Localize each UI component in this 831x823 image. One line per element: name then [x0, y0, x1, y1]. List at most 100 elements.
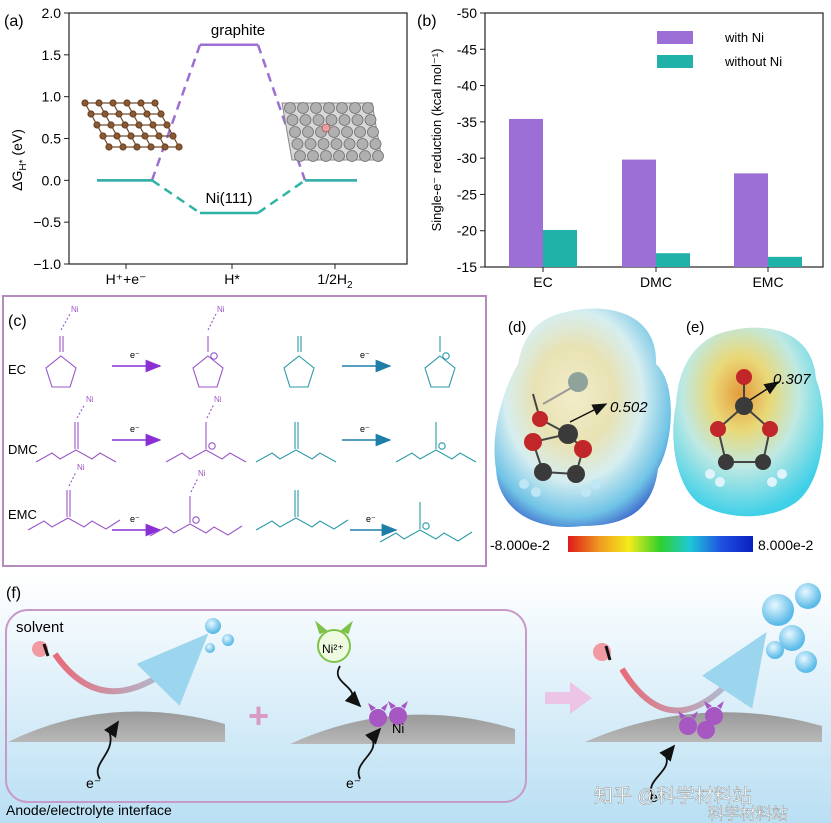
electron-arrow-1 — [96, 720, 119, 780]
molecule-e-icon — [705, 369, 787, 487]
panel-c-frame — [2, 295, 487, 567]
value-e: 0.307 — [773, 371, 811, 388]
panel-b-label: (b) — [417, 13, 437, 30]
panel-f-label: (f) — [6, 585, 21, 602]
electron-label-2: e⁻ — [346, 775, 361, 791]
molecule-d-icon — [519, 372, 601, 497]
panel-c-scheme: (c) EC DMC EMC Ni e⁻ Ni e⁻ Ni e⁻ — [2, 295, 487, 567]
ni-ion-devil-icon — [314, 620, 354, 663]
panel-b-xticks: EC DMC EMC — [533, 267, 784, 290]
panel-b-bars — [509, 118, 802, 267]
colorbar-min: -8.000e-2 — [490, 537, 550, 553]
ni-devil-pair-icon — [368, 701, 408, 727]
panel-b-chart: (b) -50 -45 -40 -35 -30 -25 -20 -15 EC DMC EMC Si… — [417, 5, 824, 290]
bubbles-large-icon — [762, 583, 821, 673]
arrow-e — [749, 381, 780, 401]
panel-a-ytick-label: 0.0 — [42, 172, 62, 188]
plus-sign-icon: + — [248, 695, 269, 736]
bar-with-ni-ec — [509, 118, 543, 267]
line-ni-connector-0 — [151, 179, 201, 214]
emc-reduced-ni-tag: Ni — [198, 469, 206, 478]
dmc-electron-2: e⁻ — [360, 424, 370, 434]
emc-without-ni-molecule — [255, 490, 349, 531]
ni-slab-icon — [281, 102, 384, 162]
ec-with-ni-molecule — [45, 313, 77, 388]
ec-reduced-ni-tag: Ni — [217, 305, 225, 314]
panel-b-ylabel: Single-e⁻ reduction (kcal mol⁻¹) — [429, 49, 444, 232]
ec-electron-1: e⁻ — [130, 350, 140, 360]
line-ni-connector-1 — [257, 179, 306, 214]
legend-without-ni: without Ni — [724, 54, 782, 69]
electron-arrow-2 — [357, 727, 382, 780]
panel-a-xtick-3: 1/2H2 — [317, 271, 353, 291]
panel-a-lines — [97, 43, 357, 215]
line-graphite-connector-0 — [150, 44, 202, 181]
electron-arrow-3 — [649, 744, 676, 797]
dmc-with-ni-molecule — [35, 403, 117, 463]
bar-without-ni-dmc — [656, 253, 690, 267]
value-d: 0.502 — [610, 399, 648, 416]
emc-reduced-without-ni — [379, 502, 473, 543]
dmc-reduced-without-ni — [395, 422, 477, 463]
panel-a-yticks: 2.0 1.5 1.0 0.5 0.0 −0.5 −1.0 — [33, 5, 69, 272]
panel-a-xticks — [125, 264, 336, 269]
panel-e-label: (e) — [686, 319, 704, 336]
panel-a-ytick-label: 1.0 — [42, 89, 62, 105]
panel-c-label: (c) — [8, 313, 27, 330]
ec-reduced-with-ni — [192, 313, 224, 388]
solvent-path-arrow — [52, 633, 209, 706]
colorbar-max: 8.000e-2 — [758, 537, 813, 553]
panel-a-ytick-label: 1.5 — [42, 47, 62, 63]
bubbles-small-icon — [205, 618, 234, 653]
graphite-label: graphite — [211, 22, 265, 39]
dmc-without-ni-molecule — [255, 422, 337, 463]
dmc-reduced-with-ni — [165, 403, 247, 463]
emc-reduced-with-ni — [149, 477, 243, 537]
panel-a-ylabel: ΔGH* (eV) — [9, 129, 29, 191]
dmc-reduced-ni-tag: Ni — [214, 395, 222, 404]
legend-without-ni-swatch — [657, 55, 693, 68]
panel-a-ytick-label: −0.5 — [33, 214, 61, 230]
panel-a-xtick-1: H⁺+e⁻ — [106, 271, 147, 287]
interface-label: Anode/electrolyte interface — [6, 802, 172, 818]
panel-b-ytick-label: -15 — [457, 259, 477, 275]
ni-label: Ni — [392, 721, 404, 736]
panel-a-ytick-label: −1.0 — [33, 256, 61, 272]
interface-box — [5, 609, 527, 803]
emc-electron-1: e⁻ — [130, 514, 140, 524]
panel-d-label: (d) — [508, 319, 526, 336]
arrow-d — [569, 403, 608, 423]
panel-b-yticks: -50 -45 -40 -35 -30 -25 -20 -15 — [457, 5, 485, 275]
ni111-label: Ni(111) — [206, 190, 253, 207]
ni-ion-label: Ni²⁺ — [322, 642, 344, 656]
solvent-molecule-icon — [32, 641, 50, 657]
panel-b-xtick-ec: EC — [533, 274, 552, 290]
bar-with-ni-emc — [734, 173, 768, 267]
anode-slab-2 — [290, 714, 515, 744]
panel-b-xtick-emc: EMC — [752, 274, 783, 290]
row-ec-label: EC — [8, 362, 26, 377]
emc-ni-tag: Ni — [77, 463, 85, 472]
bar-without-ni-ec — [543, 229, 577, 267]
ec-reduced-without-ni — [424, 336, 456, 388]
panel-b-ytick-label: -50 — [457, 5, 477, 21]
colorbar — [568, 536, 753, 552]
panel-b-ytick-label: -20 — [457, 223, 477, 239]
panel-a-ytick-label: 2.0 — [42, 5, 62, 21]
dmc-ni-tag: Ni — [86, 395, 94, 404]
ni-devil-cluster-icon — [678, 701, 724, 739]
solvent-molecule-right-icon — [593, 643, 612, 661]
watermark-main: 知乎 @科学材料站 — [594, 785, 752, 807]
ec-ni-tag: Ni — [71, 305, 79, 314]
row-emc-label: EMC — [8, 507, 37, 522]
legend-with-ni-swatch — [657, 31, 693, 44]
panel-b-ytick-label: -30 — [457, 150, 477, 166]
panel-b-ytick-label: -45 — [457, 41, 477, 57]
emc-with-ni-molecule — [27, 471, 121, 531]
watermark-sub: 科学材料站 — [708, 805, 788, 823]
line-graphite-connector-1 — [256, 44, 307, 181]
row-dmc-label: DMC — [8, 442, 38, 457]
panel-a-chart: (a) 2.0 1.5 1.0 0.5 0.0 −0.5 −1.0 ΔGH* (eV) H⁺… — [4, 5, 408, 291]
solvent-label: solvent — [16, 619, 64, 636]
esp-surface-e — [673, 327, 824, 517]
